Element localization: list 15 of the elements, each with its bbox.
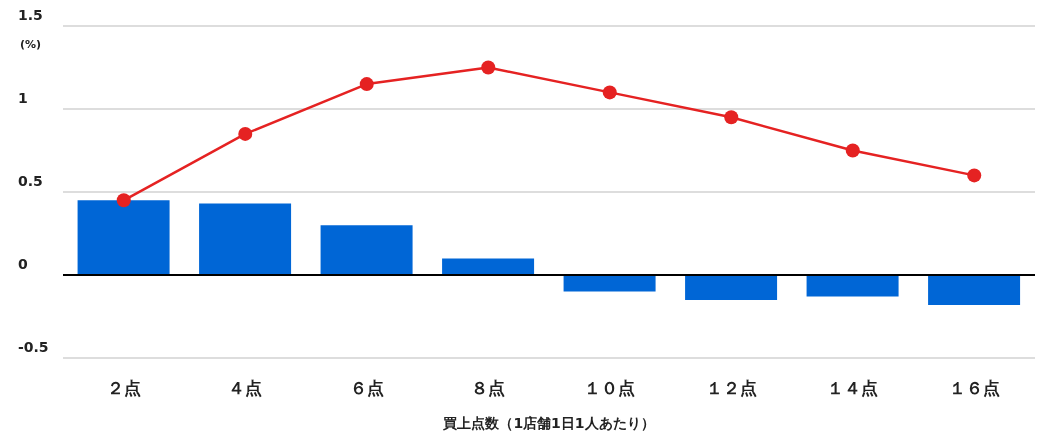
- x-tick-label: １２点: [705, 378, 757, 399]
- x-tick-label: ６点: [349, 378, 384, 399]
- x-tick-label: １６点: [948, 378, 1000, 399]
- y-tick-label: 1: [18, 90, 28, 106]
- y-tick-label: 1.5: [18, 7, 43, 23]
- y-tick-label: 0.5: [18, 173, 43, 189]
- x-tick-label: １４点: [827, 378, 879, 399]
- x-tick-label: ４点: [228, 378, 263, 399]
- y-tick-label: 0: [18, 256, 28, 272]
- x-tick-label: １０点: [584, 378, 636, 399]
- y-tick-label: -0.5: [18, 339, 49, 355]
- x-tick-label: ８点: [471, 378, 506, 399]
- x-tick-label: ２点: [106, 378, 141, 399]
- y-axis-title: (%): [20, 38, 42, 51]
- x-axis-title: 買上点数（1店舗1日1人あたり）: [442, 415, 655, 431]
